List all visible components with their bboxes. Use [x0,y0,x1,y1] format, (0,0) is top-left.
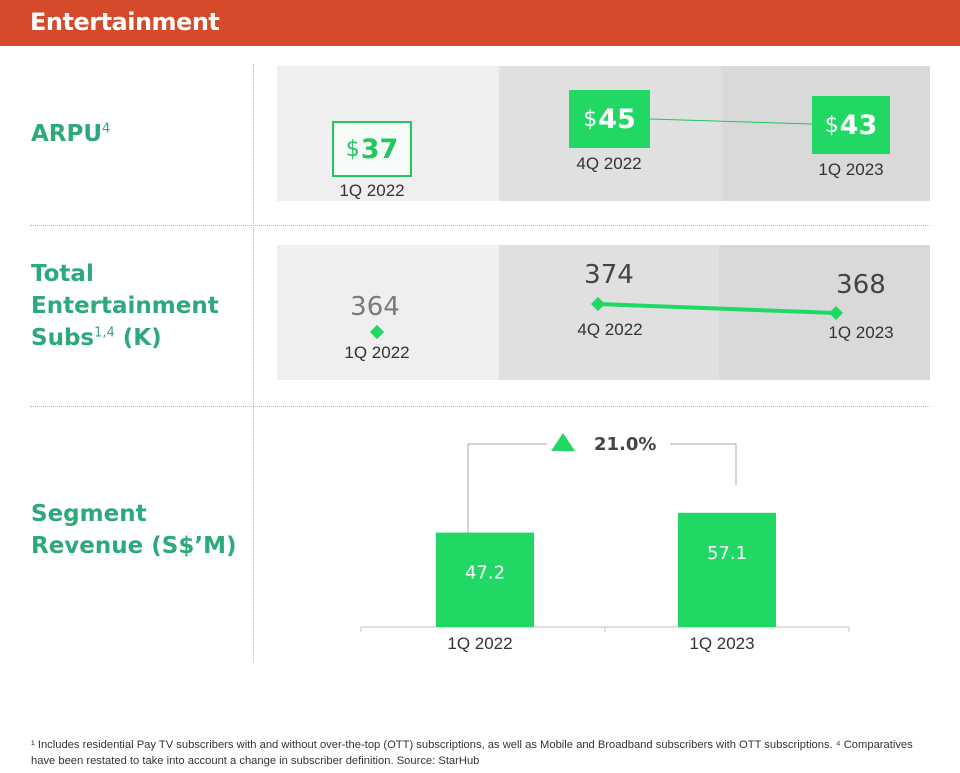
arpu-value-4q2022: $45 [569,90,650,148]
vertical-divider [253,64,254,662]
revenue-category-label-1: 1Q 2023 [689,634,754,653]
revenue-bar-value-1: 57.1 [707,543,747,564]
arpu-value-1q2023: $43 [812,96,890,154]
subs-value-1q2023: 368 [836,270,886,300]
subs-period-1q2022: 1Q 2022 [344,343,410,362]
subs-period-1q2023: 1Q 2023 [828,323,894,342]
revenue-bar-1q2023 [678,512,776,627]
revenue-category-label-0: 1Q 2022 [447,634,512,653]
page-title: Entertainment [30,8,220,36]
subs-panel-1q2022 [277,245,499,380]
revenue-bar-value-0: 47.2 [465,563,505,584]
subs-period-4q2022: 4Q 2022 [577,320,643,339]
growth-percent: 21.0% [594,434,656,455]
footnote: ¹ Includes residential Pay TV subscriber… [31,739,913,767]
arpu-value-1q2022: $37 [332,121,412,177]
subs-marker-4q2022 [590,296,606,312]
header-bar: Entertainment [0,0,960,46]
subs-marker-1q2023 [828,305,844,321]
subs-panel-4q2022 [499,245,719,380]
subs-value-1q2022: 364 [350,292,400,322]
growth-up-arrow-icon [551,433,575,451]
arpu-period-4q2022: 4Q 2022 [576,154,642,173]
subs-label: Total Entertainment Subs1,4 (K) [31,261,219,351]
subs-marker-1q2022 [369,324,385,340]
revenue-bar-1q2022 [436,532,534,627]
revenue-label: Segment Revenue (S$’M) [31,501,237,559]
arpu-trend-line [649,118,813,125]
subs-value-4q2022: 374 [584,260,634,290]
row-divider-2 [30,406,930,407]
subs-trend-line [597,302,837,315]
growth-bracket-right [670,443,737,485]
arpu-label: ARPU4 [31,121,111,147]
arpu-period-1q2023: 1Q 2023 [818,160,884,179]
row-divider-1 [30,225,930,226]
arpu-period-1q2022: 1Q 2022 [339,181,405,200]
growth-bracket-left [467,443,547,533]
